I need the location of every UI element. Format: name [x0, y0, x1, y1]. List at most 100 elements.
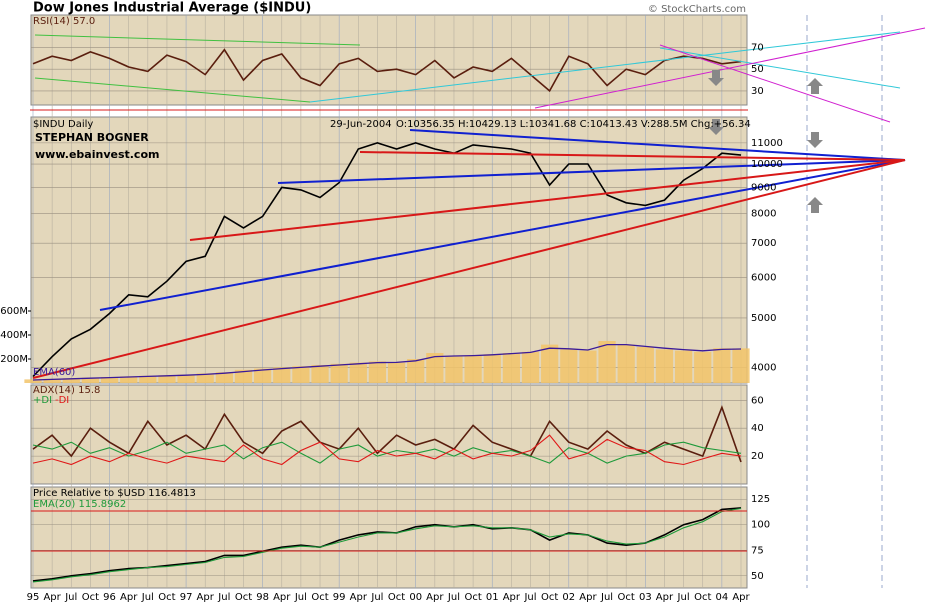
y-tick-label: 6000	[751, 272, 776, 283]
volume-bar	[158, 375, 176, 383]
volume-bar	[445, 356, 463, 383]
y-tick-label: 5000	[751, 313, 776, 324]
volume-bar	[541, 344, 559, 383]
y-tick-label: 10000	[751, 159, 783, 170]
x-tick-label: Jul	[217, 592, 230, 603]
x-tick-label: 98	[256, 592, 269, 603]
quote: O:10356.35 H:10429.13 L:10341.68 C:10413…	[396, 119, 751, 130]
volume-bar	[292, 366, 310, 383]
x-tick-label: Oct	[388, 592, 405, 603]
x-tick-label: Apr	[656, 592, 674, 603]
volume-bar	[24, 379, 42, 383]
volume-bar	[732, 348, 750, 383]
volume-bar	[483, 354, 501, 383]
arrow-down	[807, 132, 823, 148]
volume-bar	[330, 363, 348, 383]
price-panel	[30, 116, 748, 384]
volume-bar	[713, 348, 731, 383]
rsi-panel	[30, 14, 748, 106]
volume-tick-label: 600M	[0, 306, 28, 317]
x-tick-label: Apr	[43, 592, 61, 603]
trendline	[189, 159, 906, 241]
x-tick-label: Apr	[350, 592, 368, 603]
x-tick-label: 04	[715, 592, 728, 603]
x-tick-label: Apr	[579, 592, 597, 603]
volume-bar	[139, 375, 157, 383]
date: 29-Jun-2004	[330, 119, 392, 130]
arrow-up	[807, 78, 823, 94]
arrows	[708, 70, 823, 213]
trendline	[32, 159, 906, 379]
x-tick-label: Oct	[311, 592, 328, 603]
series-line	[32, 48, 742, 93]
x-tick-label: Apr	[197, 592, 215, 603]
y-tick-label: 8000	[751, 209, 776, 220]
x-tick-label: Apr	[503, 592, 521, 603]
volume-bar	[426, 353, 444, 383]
trendline	[99, 159, 906, 311]
x-tick-label: Jul	[64, 592, 77, 603]
trendline	[409, 129, 906, 161]
volume-bar	[579, 350, 597, 383]
x-tick-label: Jul	[523, 592, 536, 603]
volume-bar	[349, 362, 367, 383]
annotation: STEPHAN BOGNER	[35, 131, 149, 144]
x-tick-label: Apr	[273, 592, 291, 603]
x-tick-label: 03	[639, 592, 652, 603]
x-tick-label: 02	[562, 592, 575, 603]
x-tick-label: Jul	[294, 592, 307, 603]
series-line	[32, 507, 742, 583]
volume-bar	[234, 369, 253, 383]
copyright: © StockCharts.com	[648, 4, 746, 15]
y-tick-label: 125	[751, 494, 770, 505]
volume-bar	[464, 355, 482, 383]
trendline	[34, 34, 361, 46]
volume-bar	[177, 374, 195, 383]
volume-bar	[636, 347, 654, 383]
relative-panel	[30, 486, 748, 589]
volume-bar	[560, 349, 578, 383]
x-tick-label: Oct	[464, 592, 481, 603]
x-tick-label: 99	[333, 592, 346, 603]
series-line	[32, 142, 742, 378]
trendline	[659, 44, 891, 123]
x-tick-label: Oct	[618, 592, 635, 603]
volume-bar	[655, 349, 674, 383]
volume-bar	[368, 361, 387, 383]
x-tick-label: 01	[486, 592, 499, 603]
adx-panel	[30, 384, 748, 485]
panels	[30, 14, 883, 589]
arrow-up	[807, 197, 823, 213]
volume-bar	[521, 351, 540, 383]
x-tick-label: Oct	[541, 592, 558, 603]
y-tick-label: 40	[751, 423, 764, 434]
legend-entry: +DI	[33, 395, 52, 406]
arrow-down	[708, 119, 724, 135]
volume-bar	[254, 368, 272, 383]
y-tick-label: 75	[751, 545, 764, 556]
y-tick-label: 50	[751, 64, 764, 75]
volume-bar	[273, 367, 291, 383]
x-tick-label: Oct	[158, 592, 175, 603]
trendline	[309, 31, 901, 103]
volume-bar	[598, 341, 616, 383]
trendline	[34, 77, 311, 103]
x-tick-label: Oct	[82, 592, 99, 603]
volume-ema	[32, 343, 742, 381]
x-tick-label: 96	[103, 592, 116, 603]
y-tick-label: 60	[751, 395, 764, 406]
legend-entry: $INDU Daily	[33, 119, 93, 130]
y-tick-label: 9000	[751, 182, 776, 193]
volume-tick-label: 400M	[0, 330, 28, 341]
volume-bar	[387, 362, 406, 383]
x-tick-label: Jul	[370, 592, 383, 603]
annotation: www.ebainvest.com	[35, 148, 159, 161]
x-tick-label: 00	[409, 592, 422, 603]
series-line	[32, 405, 742, 463]
volume-bar	[502, 353, 520, 383]
trendline	[359, 151, 906, 161]
volume-bar	[215, 372, 233, 383]
volume-bar	[311, 365, 329, 383]
x-tick-label: Jul	[447, 592, 460, 603]
